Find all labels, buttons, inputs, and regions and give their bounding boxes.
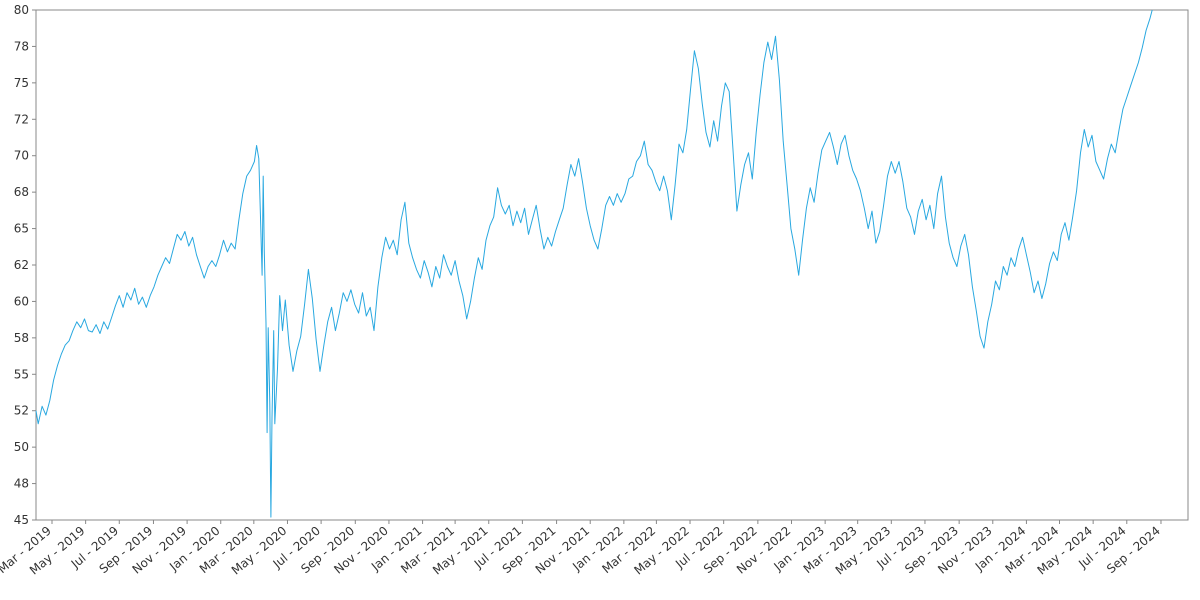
y-tick-label: 45	[14, 513, 29, 527]
y-tick-label: 65	[14, 222, 29, 236]
y-tick-label: 72	[14, 112, 29, 126]
y-tick-label: 70	[14, 149, 29, 163]
y-tick-label: 80	[14, 3, 29, 17]
y-tick-label: 50	[14, 440, 29, 454]
y-axis: 45 48 50 52 55 58 60 62 65 68 70 72 75 78 80	[14, 3, 36, 527]
y-tick-label: 55	[14, 367, 29, 381]
y-tick-label: 60	[14, 294, 29, 308]
y-tick-label: 75	[14, 76, 29, 90]
y-tick-label: 68	[14, 185, 29, 199]
y-tick-label: 52	[14, 404, 29, 418]
y-tick-label: 78	[14, 39, 29, 53]
y-tick-label: 58	[14, 331, 29, 345]
y-tick-label: 62	[14, 258, 29, 272]
series-line	[35, 9, 1153, 518]
y-tick-label: 48	[14, 477, 29, 491]
series-layer	[35, 9, 1153, 518]
